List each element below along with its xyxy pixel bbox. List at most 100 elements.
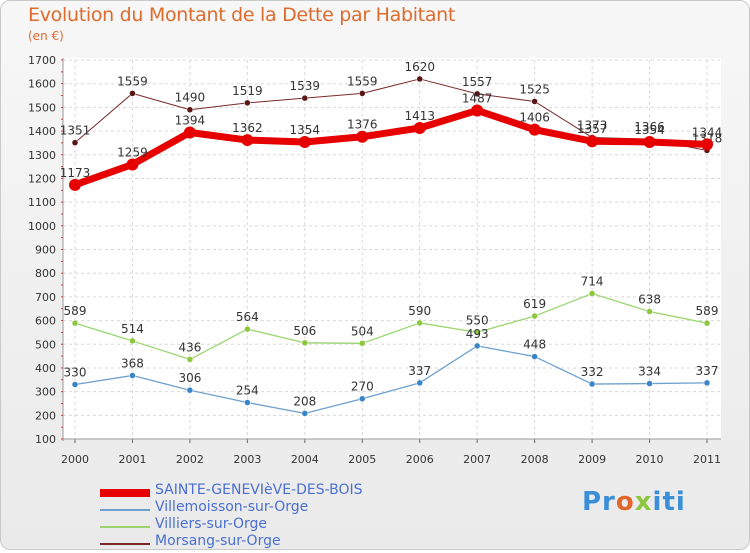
chart-title: Evolution du Montant de la Dette par Hab… — [28, 4, 456, 26]
data-label: 1357 — [577, 122, 608, 136]
data-point — [241, 134, 254, 147]
y-tick-label: 600 — [35, 315, 56, 328]
y-tick-label: 1700 — [28, 54, 56, 67]
data-label: 1344 — [692, 125, 723, 139]
data-point — [701, 138, 713, 151]
y-tick-label: 1000 — [28, 220, 56, 233]
data-point — [186, 356, 194, 363]
data-label: 714 — [581, 275, 604, 289]
data-label: 332 — [581, 365, 604, 379]
y-tick-label: 1500 — [28, 101, 56, 114]
data-point — [471, 104, 484, 117]
data-point — [703, 379, 711, 387]
data-point — [298, 135, 311, 148]
data-point — [416, 75, 423, 83]
x-tick-label: 2005 — [348, 453, 376, 466]
legend-label: Morsang-sur-Orge — [155, 533, 281, 549]
data-point — [531, 353, 538, 360]
data-label: 337 — [408, 364, 431, 378]
y-tick-label: 400 — [35, 362, 56, 375]
data-label: 306 — [178, 371, 201, 385]
data-label: 590 — [408, 304, 431, 318]
data-point — [186, 386, 194, 394]
x-tick-label: 2007 — [463, 453, 491, 466]
data-label: 436 — [178, 340, 201, 354]
legend-swatch — [100, 509, 150, 511]
y-tick-label: 800 — [35, 267, 56, 280]
data-label: 1259 — [117, 145, 148, 159]
y-tick-label: 100 — [35, 433, 56, 446]
y-tick-label: 200 — [35, 409, 56, 422]
data-point — [646, 308, 653, 315]
legend-swatch — [100, 526, 150, 528]
data-point — [183, 126, 196, 139]
x-tick-label: 2001 — [118, 453, 146, 466]
data-point — [244, 399, 251, 406]
y-tick-label: 1300 — [28, 149, 56, 162]
data-point — [359, 340, 366, 347]
data-point — [71, 139, 79, 146]
data-point — [244, 325, 251, 333]
data-point — [531, 312, 538, 320]
x-tick-label: 2002 — [176, 453, 204, 466]
x-tick-label: 2009 — [578, 453, 606, 466]
data-label: 1394 — [175, 113, 206, 127]
data-label: 1620 — [404, 60, 435, 74]
data-label: 1557 — [462, 75, 493, 89]
x-tick-label: 2000 — [61, 453, 89, 466]
data-point — [244, 99, 251, 107]
data-label: 334 — [638, 365, 661, 379]
data-point — [129, 372, 136, 379]
y-tick-label: 1200 — [28, 172, 56, 185]
data-label: 506 — [293, 324, 316, 338]
x-tick-label: 2010 — [636, 453, 664, 466]
data-label: 1490 — [175, 91, 206, 105]
x-tick-label: 2011 — [693, 453, 721, 466]
series-line-1 — [74, 292, 708, 361]
y-tick-label: 1600 — [28, 78, 56, 91]
data-label: 330 — [64, 366, 87, 380]
data-label: 1406 — [519, 111, 550, 125]
data-point — [69, 178, 81, 191]
data-point — [416, 379, 423, 387]
y-tick-label: 500 — [35, 338, 56, 351]
data-point — [703, 319, 711, 327]
data-label: 619 — [523, 297, 546, 311]
data-label: 504 — [351, 324, 374, 338]
data-point — [301, 339, 309, 347]
data-label: 1559 — [117, 74, 148, 88]
y-tick-label: 900 — [35, 244, 56, 257]
data-label: 1354 — [634, 123, 665, 137]
series-line-2 — [74, 345, 708, 415]
data-point — [586, 135, 599, 148]
data-label: 589 — [64, 304, 87, 318]
x-tick-label: 2004 — [291, 453, 319, 466]
data-point — [588, 380, 596, 388]
data-point — [126, 158, 139, 171]
data-point — [588, 290, 596, 297]
data-point — [186, 106, 194, 113]
data-label: 1413 — [404, 109, 435, 123]
series-line-0 — [74, 78, 708, 151]
plot-area — [63, 58, 721, 439]
data-label: 337 — [696, 364, 719, 378]
data-label: 493 — [466, 327, 489, 341]
data-label: 448 — [523, 338, 546, 352]
series-line-3 — [71, 106, 711, 189]
legend-label: SAINTE-GENEVIèVE-DES-BOIS — [155, 482, 363, 498]
data-label: 1373 — [577, 118, 608, 132]
data-point — [646, 380, 653, 387]
data-point — [129, 337, 136, 345]
legend-label: Villiers-sur-Orge — [155, 516, 268, 532]
proxiti-logo: Proxiti — [582, 487, 686, 517]
data-point — [356, 130, 369, 143]
data-label: 1362 — [232, 121, 263, 135]
data-point — [129, 90, 136, 97]
data-label: 514 — [121, 322, 144, 336]
data-label: 1354 — [290, 123, 321, 137]
data-label: 1519 — [232, 84, 263, 98]
data-label: 564 — [236, 310, 259, 324]
data-point — [473, 329, 481, 336]
data-point — [473, 342, 481, 350]
data-label: 1539 — [290, 79, 321, 93]
